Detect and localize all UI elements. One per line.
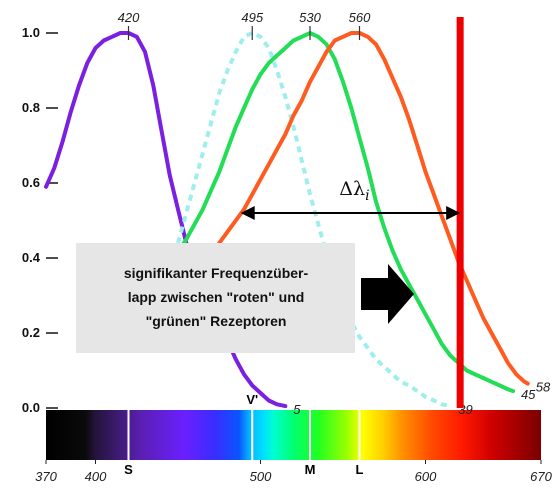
peak-label: 560 [349, 10, 371, 25]
peak-label: 530 [299, 10, 321, 25]
red-vertical-line [456, 17, 464, 408]
y-tick-label: 0.4 [22, 250, 41, 265]
peak-label: 495 [241, 10, 263, 25]
x-tick-label: 500 [250, 469, 272, 484]
y-tick-label: 0.2 [22, 325, 40, 340]
pointer-arrow [361, 264, 414, 324]
receptor-marker-label: L [356, 462, 364, 477]
y-tick-label: 1.0 [22, 25, 40, 40]
delta-arrow-head-right [446, 206, 461, 220]
delta-label: Δλi [339, 178, 369, 204]
callout-text-line: signifikanter Frequenzüber- [124, 265, 309, 281]
y-tick-label: 0.8 [22, 100, 40, 115]
receptor-marker-label: V' [246, 392, 258, 407]
axes: 1.0 0.8 0.6 0.4 0.2 0.0 [22, 25, 58, 415]
callout-text-line: "grünen" Rezeptoren [146, 313, 287, 329]
spectrum-bar: S V' M L 370 400 500 600 670 [35, 392, 552, 484]
end-label: 5 [293, 402, 301, 417]
end-label: 58 [536, 380, 551, 395]
peak-label: 420 [118, 10, 140, 25]
spectrum-gradient [46, 410, 541, 460]
x-tick-label: 400 [85, 469, 107, 484]
curve-S [44, 31, 288, 409]
x-tick-label: 370 [35, 469, 57, 484]
x-tick-label: 670 [530, 469, 552, 484]
end-label: 45 [521, 387, 536, 402]
delta-arrow-head-left [240, 206, 255, 220]
callout-box [76, 243, 355, 353]
curve-L [212, 31, 530, 386]
y-tick-label: 0.0 [22, 400, 40, 415]
y-tick-label: 0.6 [22, 175, 40, 190]
receptor-marker-label: S [124, 462, 133, 477]
overlay: signifikanter Frequenzüber-lapp zwischen… [76, 17, 464, 408]
x-tick-label: 600 [415, 469, 437, 484]
callout-text-line: lapp zwischen "roten" und [128, 289, 305, 305]
receptor-marker-label: M [305, 462, 316, 477]
